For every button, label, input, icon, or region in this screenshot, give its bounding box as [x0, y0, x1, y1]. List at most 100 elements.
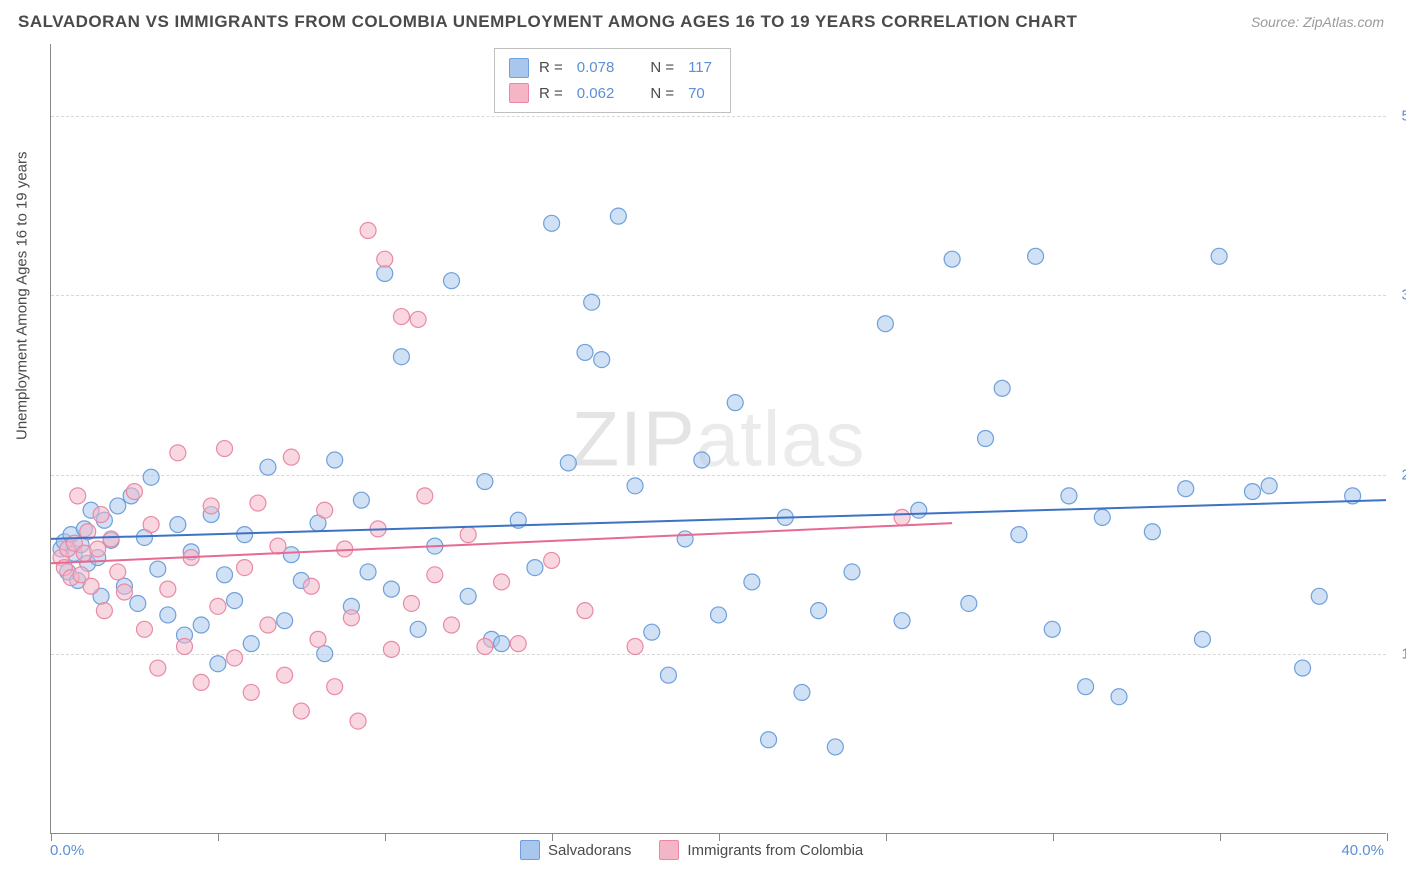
data-point	[360, 564, 376, 580]
data-point	[277, 613, 293, 629]
data-point	[894, 509, 910, 525]
data-point	[227, 593, 243, 609]
y-tick-label: 25.0%	[1401, 466, 1406, 483]
data-point	[677, 531, 693, 547]
data-point	[417, 488, 433, 504]
data-point	[193, 674, 209, 690]
data-point	[761, 732, 777, 748]
data-point	[494, 574, 510, 590]
data-point	[477, 474, 493, 490]
data-point	[93, 507, 109, 523]
data-point	[303, 578, 319, 594]
data-point	[177, 639, 193, 655]
data-point	[377, 251, 393, 267]
x-tick	[886, 833, 887, 841]
y-tick-label: 50.0%	[1401, 107, 1406, 124]
chart-title: SALVADORAN VS IMMIGRANTS FROM COLOMBIA U…	[18, 12, 1077, 32]
data-point	[237, 527, 253, 543]
data-point	[243, 636, 259, 652]
data-point	[283, 449, 299, 465]
r-label: R =	[539, 81, 563, 107]
data-point	[1094, 509, 1110, 525]
data-point	[811, 603, 827, 619]
data-point	[744, 574, 760, 590]
legend-label-1: Immigrants from Colombia	[687, 842, 863, 859]
data-point	[410, 621, 426, 637]
data-point	[243, 684, 259, 700]
data-point	[1078, 679, 1094, 695]
data-point	[694, 452, 710, 468]
r-label: R =	[539, 55, 563, 81]
data-point	[337, 541, 353, 557]
n-value-0: 117	[688, 55, 712, 81]
legend-stats-row-0: R = 0.078 N = 117	[509, 55, 716, 81]
x-tick	[385, 833, 386, 841]
data-point	[383, 581, 399, 597]
data-point	[410, 311, 426, 327]
data-point	[310, 631, 326, 647]
data-point	[660, 667, 676, 683]
data-point	[217, 567, 233, 583]
data-point	[994, 380, 1010, 396]
data-point	[293, 703, 309, 719]
data-point	[827, 739, 843, 755]
data-point	[210, 598, 226, 614]
data-point	[627, 478, 643, 494]
data-point	[317, 646, 333, 662]
data-point	[343, 610, 359, 626]
data-point	[227, 650, 243, 666]
source-attribution: Source: ZipAtlas.com	[1251, 14, 1384, 30]
data-point	[377, 266, 393, 282]
data-point	[237, 560, 253, 576]
swatch-series-1-bottom	[659, 840, 679, 860]
data-point	[327, 679, 343, 695]
data-point	[210, 656, 226, 672]
data-point	[610, 208, 626, 224]
data-point	[250, 495, 266, 511]
data-point	[560, 455, 576, 471]
data-point	[510, 636, 526, 652]
data-point	[110, 564, 126, 580]
data-point	[383, 641, 399, 657]
data-point	[594, 352, 610, 368]
data-point	[460, 588, 476, 604]
data-point	[1295, 660, 1311, 676]
x-tick	[1053, 833, 1054, 841]
swatch-series-0-bottom	[520, 840, 540, 860]
data-point	[317, 502, 333, 518]
data-point	[877, 316, 893, 332]
data-point	[1178, 481, 1194, 497]
data-point	[116, 584, 132, 600]
data-point	[160, 581, 176, 597]
data-point	[170, 445, 186, 461]
data-point	[103, 531, 119, 547]
data-point	[327, 452, 343, 468]
data-point	[83, 578, 99, 594]
legend-label-0: Salvadorans	[548, 842, 631, 859]
data-point	[393, 349, 409, 365]
legend-series: Salvadorans Immigrants from Colombia	[520, 840, 863, 860]
r-value-1: 0.062	[577, 81, 615, 107]
legend-stats: R = 0.078 N = 117 R = 0.062 N = 70	[494, 48, 731, 113]
data-point	[126, 484, 142, 500]
data-point	[460, 527, 476, 543]
data-point	[170, 517, 186, 533]
x-axis-label-left: 0.0%	[50, 842, 84, 859]
data-point	[90, 541, 106, 557]
data-point	[1194, 631, 1210, 647]
data-point	[1011, 527, 1027, 543]
legend-stats-row-1: R = 0.062 N = 70	[509, 81, 716, 107]
data-point	[444, 273, 460, 289]
x-axis-label-right: 40.0%	[1341, 842, 1384, 859]
n-value-1: 70	[688, 81, 705, 107]
data-point	[150, 660, 166, 676]
data-point	[544, 552, 560, 568]
data-point	[350, 713, 366, 729]
trend-line	[51, 523, 952, 563]
data-point	[150, 561, 166, 577]
data-point	[527, 560, 543, 576]
data-point	[477, 639, 493, 655]
data-point	[160, 607, 176, 623]
data-point	[70, 488, 86, 504]
data-point	[944, 251, 960, 267]
